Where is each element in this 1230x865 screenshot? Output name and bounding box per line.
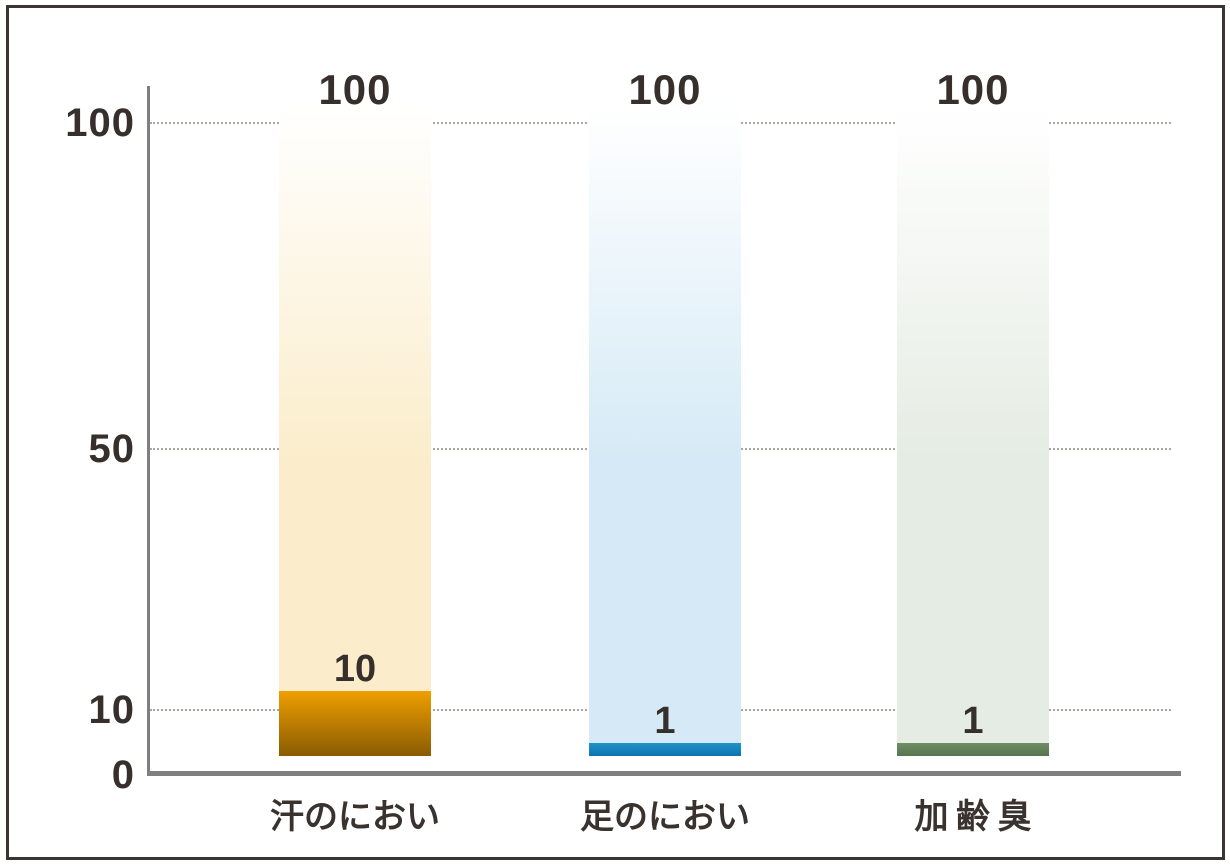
- y-tick-50: 50: [88, 427, 135, 471]
- bar-max-sweat: [279, 106, 431, 756]
- bar-value-label: 1: [654, 700, 676, 742]
- bar-value-feet: [589, 743, 741, 756]
- bar-group-aging: 100 1 加齢臭: [897, 8, 1049, 857]
- category-label-aging: 加齢臭: [914, 798, 1039, 836]
- bar-value-aging: [897, 743, 1049, 756]
- category-label-sweat: 汗のにおい: [270, 798, 440, 836]
- y-axis-line: [147, 86, 150, 776]
- bar-value-label: 10: [333, 648, 377, 690]
- bar-value-label: 1: [962, 700, 984, 742]
- chart-frame: 100 50 10 0 100 10 汗のにおい 100 1 足のにおい 100…: [6, 5, 1225, 860]
- total-value-label: 100: [628, 66, 702, 113]
- bar-max-aging: [897, 106, 1049, 756]
- category-label-feet: 足のにおい: [580, 798, 750, 836]
- bar-group-feet: 100 1 足のにおい: [580, 8, 750, 857]
- bar-group-sweat: 100 10 汗のにおい: [270, 8, 440, 857]
- total-value-label: 100: [318, 66, 392, 113]
- y-tick-0: 0: [111, 753, 135, 797]
- bar-value-sweat: [279, 691, 431, 756]
- total-value-label: 100: [936, 66, 1010, 113]
- y-tick-10: 10: [88, 688, 135, 732]
- y-tick-100: 100: [65, 101, 135, 145]
- x-axis-line: [147, 771, 1181, 776]
- bar-max-feet: [589, 106, 741, 756]
